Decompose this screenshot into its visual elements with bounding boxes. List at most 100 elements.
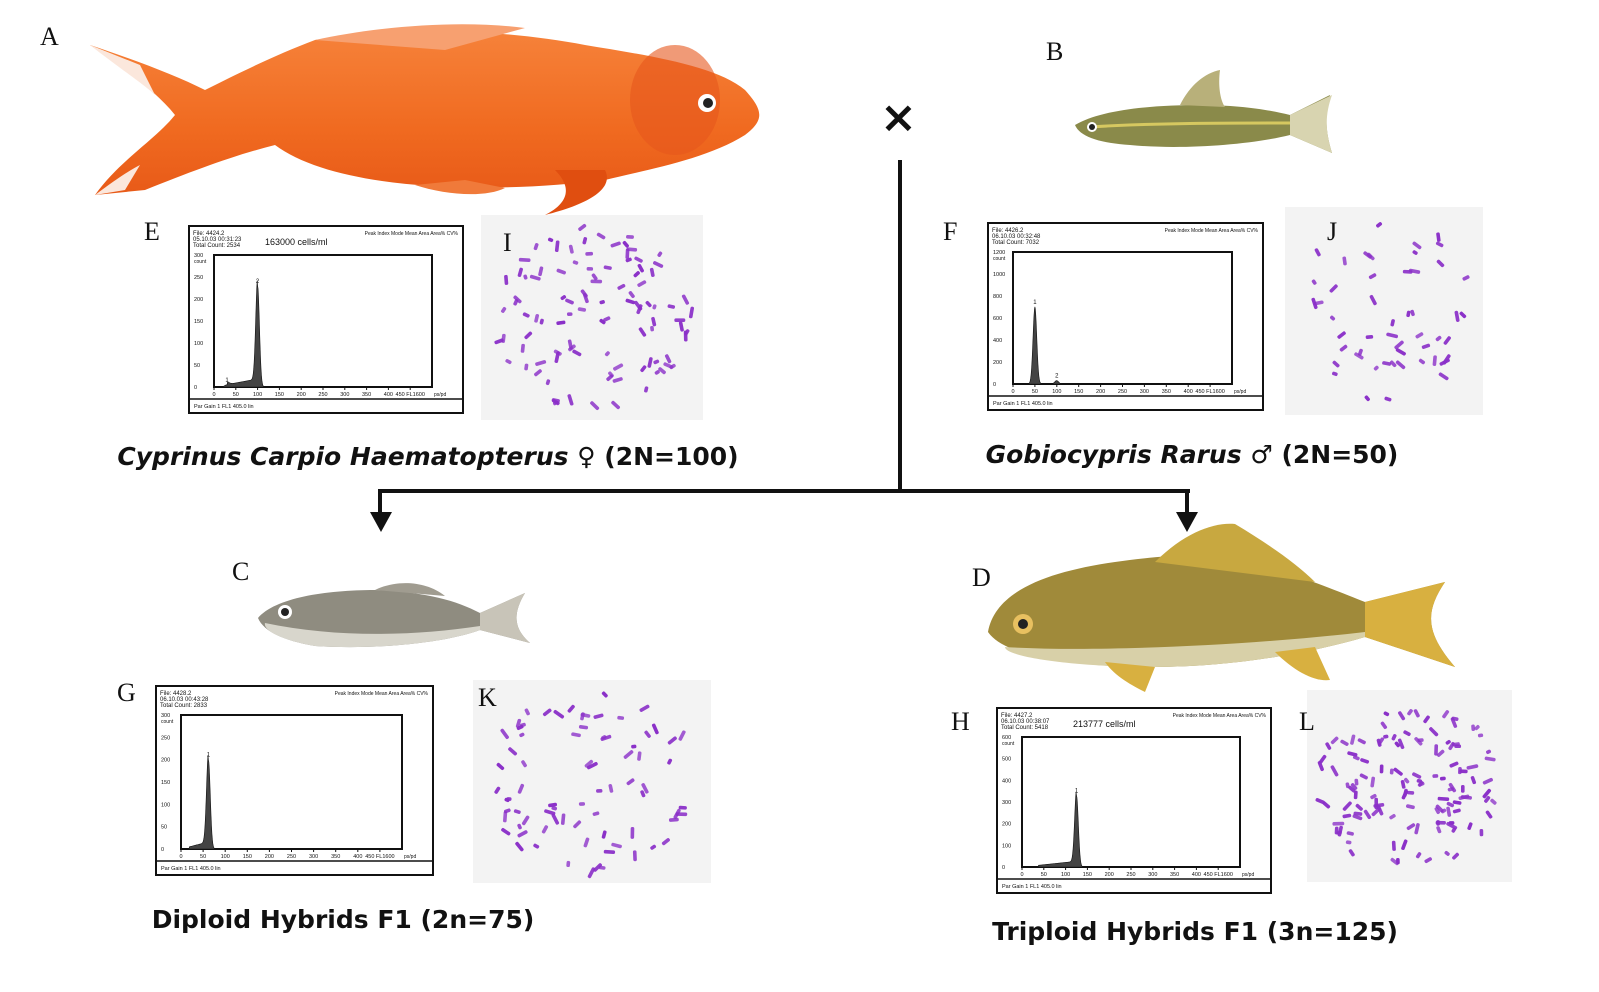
chromosome (578, 724, 589, 730)
x-tick-label: 450 FL1600 (396, 392, 425, 398)
chromosome (653, 359, 660, 365)
chromosome (1376, 222, 1383, 228)
chromosome (500, 728, 509, 740)
chromosome (631, 744, 637, 749)
chromosome (639, 704, 650, 712)
caption-male-parent: Gobiocypris Rarus ♂ (2N=50) (986, 440, 1399, 469)
x-tick-label: 150 (275, 392, 284, 398)
chromosome (1406, 310, 1411, 318)
chromosome (505, 359, 512, 365)
y-tick-label: 300 (161, 713, 170, 719)
panel-label-b: B (1046, 37, 1064, 66)
chromosome (586, 267, 594, 271)
chromosome (571, 732, 581, 738)
chromosome (1402, 269, 1413, 274)
chromosome (523, 274, 528, 280)
chromosome (1345, 840, 1352, 845)
chromosome (633, 271, 640, 278)
chromosome (1382, 361, 1392, 366)
y-tick-label: 100 (194, 341, 203, 347)
cross-symbol: × (880, 92, 917, 143)
caption-diploid: Diploid Hybrids F1 (2n=75) (151, 905, 535, 934)
chromosome (601, 691, 608, 698)
chromosome (1407, 709, 1413, 716)
x-tick-label: 250 (1126, 872, 1135, 878)
hist-total: Total Count: 7032 (992, 240, 1040, 246)
x-tick-label: 50 (200, 854, 206, 860)
species-name: Gobiocypris Rarus (985, 440, 1242, 469)
x-tick-label: 350 (331, 854, 340, 860)
chromosome (1435, 804, 1444, 813)
chromosome (1429, 727, 1439, 737)
chromosome (649, 267, 655, 278)
x-tick-label: 200 (265, 854, 274, 860)
chromosome (1446, 821, 1458, 830)
plot-frame (213, 254, 433, 388)
y-tick-label: 200 (1002, 822, 1011, 828)
chromosome (517, 830, 528, 838)
chromosome (1449, 761, 1459, 768)
chromosome (1389, 813, 1396, 820)
chromosome (584, 759, 594, 768)
y-tick-label: 0 (1002, 865, 1005, 871)
x-tick-label: 400 (1184, 389, 1193, 395)
chromosome (1460, 795, 1472, 800)
chromosome (553, 349, 562, 356)
chromosome (1352, 755, 1360, 761)
chromosome (1485, 810, 1493, 819)
histogram-curve (214, 280, 432, 388)
panel-label-k: K (478, 683, 497, 712)
hist-date: 06.10.03 00:32:48 (992, 234, 1041, 240)
chromosome (1435, 241, 1444, 248)
chromosome (1443, 336, 1451, 345)
hist-file: File: 4426.2 (992, 228, 1024, 234)
chromosome (567, 704, 575, 713)
chromosome (1330, 765, 1339, 777)
chromosome (1395, 360, 1406, 370)
chromosome (538, 266, 544, 277)
chromosome (637, 263, 644, 273)
chromosome (494, 786, 501, 794)
chromosome (1352, 814, 1363, 821)
y-tick-label: 300 (1002, 800, 1011, 806)
x-tick-label: 250 (1118, 389, 1127, 395)
x-tick-label: 450 FL1600 (365, 854, 394, 860)
chromosome (1347, 751, 1358, 757)
chromosome (1405, 804, 1415, 810)
chromosome (553, 400, 559, 406)
chromosome (590, 401, 600, 411)
chromosome (1436, 820, 1440, 826)
chromosome (1445, 739, 1451, 745)
chromosome (1444, 850, 1450, 856)
hist-date: 06.10.03 00:43:28 (160, 697, 209, 703)
chromosome (1452, 800, 1462, 805)
chromosome (1413, 709, 1420, 718)
chromosome (647, 357, 653, 368)
chromosome (1365, 335, 1374, 339)
chromosome (1368, 273, 1377, 280)
y-tick-label: 200 (194, 297, 203, 303)
y-tick-label: 1200 (993, 250, 1005, 256)
chromosome (515, 718, 522, 728)
chromosome (1391, 734, 1397, 741)
chromosome (566, 860, 571, 868)
chromosome (640, 365, 647, 373)
chromosome (1330, 736, 1339, 745)
chromosome (1401, 839, 1408, 850)
chromosome (513, 809, 521, 814)
chromosome (1482, 777, 1493, 785)
chromosome (533, 243, 539, 251)
chromosome (539, 318, 544, 325)
plot-frame (180, 714, 403, 850)
x-tick-label: 0 (1011, 389, 1014, 395)
chromosome (556, 320, 566, 325)
chromosome (1370, 776, 1376, 788)
caption-triploid: Triploid Hybrids F1 (3n=125) (992, 917, 1398, 946)
chromosome (1319, 754, 1327, 764)
chromosome (582, 237, 588, 245)
chromosome (578, 223, 587, 231)
chromosome (1410, 309, 1415, 317)
chromosome (513, 295, 522, 304)
chromosome (651, 316, 657, 327)
chromosome (603, 316, 611, 322)
